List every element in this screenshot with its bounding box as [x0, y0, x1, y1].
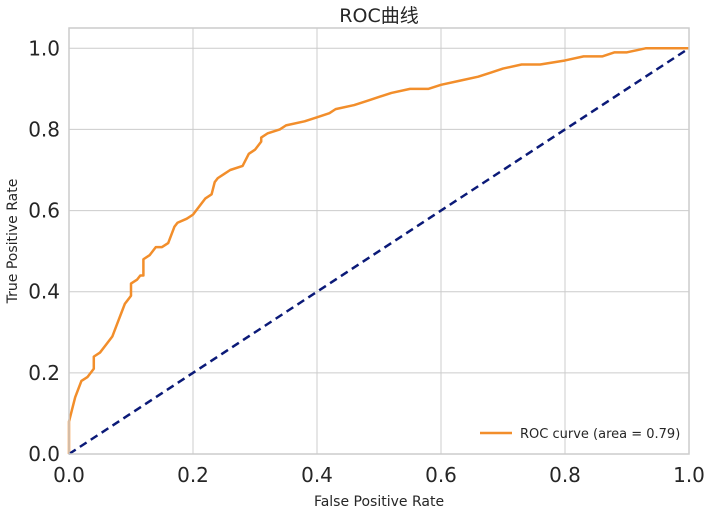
chart-title: ROC曲线: [339, 5, 418, 27]
y-tick-label-1: 0.2: [28, 361, 60, 385]
plot-frame: [68, 27, 690, 455]
x-axis-label: False Positive Rate: [314, 494, 444, 510]
y-tick-label-3: 0.6: [28, 199, 60, 223]
x-tick-label-3: 0.6: [425, 463, 457, 487]
y-axis-label: True Positive Rate: [5, 179, 21, 305]
y-tick-labels: 0.0 0.2 0.4 0.6 0.8 1.0: [28, 36, 60, 466]
y-tick-label-0: 0.0: [28, 442, 60, 466]
legend-label-roc: ROC curve (area = 0.79): [520, 427, 680, 442]
roc-curve-line: [67, 47, 689, 454]
y-tick-label-4: 0.8: [28, 117, 60, 141]
x-tick-labels: 0.0 0.2 0.4 0.6 0.8 1.0: [53, 463, 705, 487]
y-tick-label-5: 1.0: [28, 36, 60, 60]
x-tick-label-1: 0.2: [177, 463, 209, 487]
diagonal-reference-line: [68, 47, 690, 456]
legend: ROC curve (area = 0.79): [480, 427, 680, 442]
x-tick-label-0: 0.0: [53, 463, 85, 487]
x-tick-label-4: 0.8: [549, 463, 581, 487]
x-tick-label-5: 1.0: [673, 463, 705, 487]
grid: [68, 28, 690, 455]
x-tick-label-2: 0.4: [301, 463, 333, 487]
y-tick-label-2: 0.4: [28, 280, 60, 304]
series-group: [67, 47, 690, 456]
